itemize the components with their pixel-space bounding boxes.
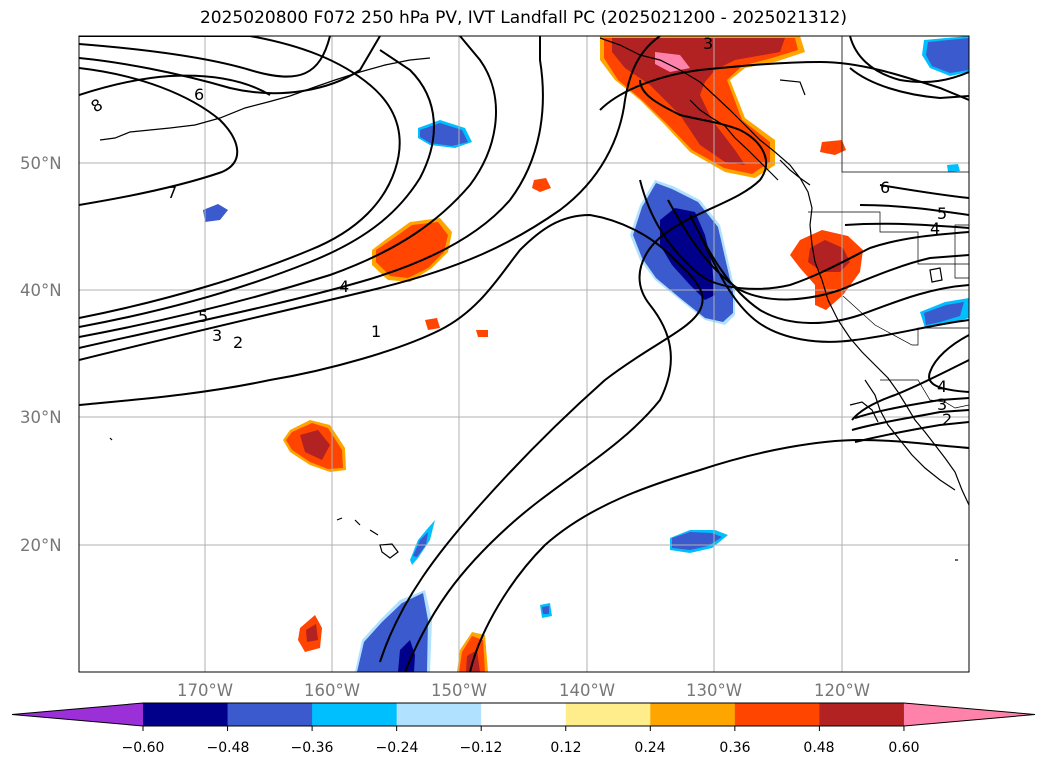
contour-label: 1 (371, 322, 381, 341)
gridlines (79, 36, 969, 672)
colorbar-tick-label: −0.48 (207, 740, 250, 756)
lon-label-130w: 130°W (686, 681, 742, 700)
positive-anomaly-small (820, 140, 846, 155)
map-title: 2025020800 F072 250 hPa PV, IVT Landfall… (199, 8, 847, 28)
contour-label: 2 (942, 410, 952, 429)
colorbar-segment (396, 703, 482, 726)
contour-label: 3 (212, 326, 222, 345)
colorbar (11, 702, 1036, 731)
colorbar-tick-label: 0.60 (888, 740, 919, 756)
contour-label: 4 (930, 219, 940, 238)
contour-label: 5 (937, 204, 947, 223)
contour-label: 3 (703, 34, 713, 53)
colorbar-tick-label: 0.24 (634, 740, 665, 756)
political-borders (808, 36, 969, 409)
contour-labels: 8 6 7 5 3 2 4 1 3 6 5 4 4 3 2 (88, 34, 953, 429)
colorbar-tick-label: −0.60 (122, 740, 165, 756)
colorbar-segment (565, 703, 651, 726)
colorbar-extend-right (903, 703, 1035, 726)
colorbar-segment (481, 703, 567, 726)
colorbar-tick-labels: −0.60 −0.48 −0.36 −0.24 −0.12 0.12 0.24 … (122, 740, 920, 756)
lon-label-160w: 160°W (304, 681, 360, 700)
colorbar-segment (227, 703, 313, 726)
colorbar-extend-left (12, 703, 143, 726)
contour-label: 3 (937, 395, 947, 414)
lat-label-50: 50°N (20, 154, 62, 173)
colorbar-tick-label: 0.36 (719, 740, 750, 756)
map-border (78, 35, 970, 673)
colorbar-tick-label: −0.36 (291, 740, 334, 756)
filled-anomalies (203, 36, 969, 672)
contour-label: 6 (194, 85, 204, 104)
lat-label-20: 20°N (20, 536, 62, 555)
pv-contours (79, 36, 969, 672)
map-panel (79, 36, 969, 672)
contour-label: 5 (198, 307, 208, 326)
contour-label: 7 (167, 183, 177, 202)
colorbar-segment (734, 703, 820, 726)
longitude-labels: 170°W 160°W 150°W 140°W 130°W 120°W (177, 681, 870, 700)
contour-label: 4 (339, 277, 349, 296)
lon-label-170w: 170°W (177, 681, 233, 700)
contour-label: 6 (880, 178, 890, 197)
contour-label: 2 (233, 333, 243, 352)
colorbar-tick-label: 0.48 (803, 740, 834, 756)
colorbar-segment (143, 703, 229, 726)
contour-label: 4 (937, 377, 947, 396)
colorbar-tick-label: 0.12 (550, 740, 581, 756)
lat-label-40: 40°N (20, 281, 62, 300)
latitude-labels: 50°N 40°N 30°N 20°N (20, 154, 62, 555)
colorbar-segment (312, 703, 398, 726)
lon-label-150w: 150°W (431, 681, 487, 700)
coastlines (99, 37, 969, 561)
colorbar-tick-label: −0.12 (460, 740, 503, 756)
lon-label-140w: 140°W (559, 681, 615, 700)
colorbar-segment (650, 703, 736, 726)
colorbar-segment (819, 703, 905, 726)
lon-label-120w: 120°W (814, 681, 870, 700)
lat-label-30: 30°N (20, 408, 62, 427)
colorbar-tick-label: −0.24 (376, 740, 419, 756)
